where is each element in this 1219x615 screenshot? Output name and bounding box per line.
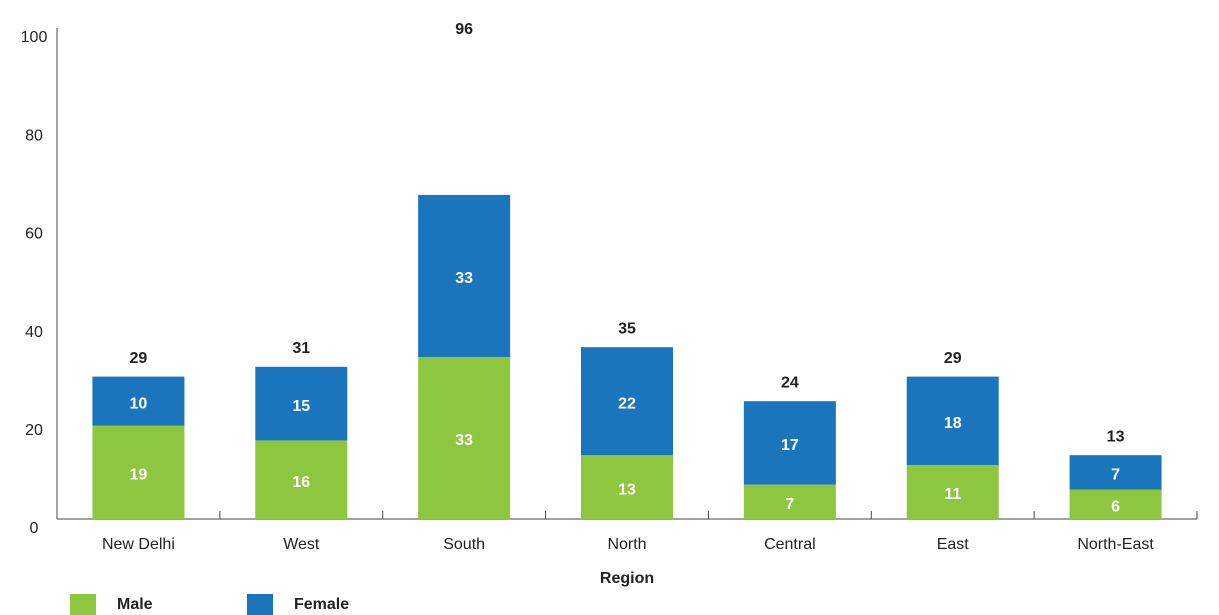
bar-segment [743, 484, 836, 519]
y-tick-label: 100 [21, 29, 48, 46]
y-tick-label: 40 [25, 324, 43, 341]
value-label: 11 [944, 486, 961, 503]
bar-segment [92, 376, 185, 426]
legend-swatch [247, 594, 273, 615]
bar-segment [743, 401, 836, 485]
y-tick-label: 60 [25, 226, 43, 243]
value-label: 6 [1111, 498, 1120, 515]
value-label: 33 [455, 432, 473, 449]
total-label: 31 [292, 340, 310, 357]
value-label: 33 [455, 270, 473, 287]
total-label: 24 [781, 374, 799, 391]
bar-segment [418, 356, 511, 519]
bar-segment [1069, 489, 1162, 519]
total-label: 13 [1107, 428, 1125, 445]
value-label: 22 [618, 395, 636, 412]
legend-label: Female [294, 596, 349, 613]
x-tick-label: South [443, 536, 485, 553]
value-label: 18 [944, 415, 962, 432]
bar-segment [418, 194, 511, 357]
x-tick-label: West [283, 536, 320, 553]
bar-segment [581, 455, 673, 519]
total-label: 35 [618, 320, 636, 337]
value-label: 7 [1111, 467, 1120, 484]
total-label: 96 [455, 21, 473, 38]
value-label: 19 [130, 467, 148, 484]
value-label: 13 [618, 481, 636, 498]
x-tick-label: North [607, 536, 646, 553]
bar-segment [1069, 455, 1162, 490]
x-tick-label: North-East [1077, 536, 1154, 553]
x-tick-label: Central [764, 536, 816, 553]
bar-segment [581, 347, 673, 456]
x-tick-label: East [937, 536, 970, 553]
bar-segment [255, 366, 348, 441]
bar-segment [906, 464, 999, 519]
bar-segment [92, 425, 185, 519]
bar-segment [906, 376, 999, 465]
value-label: 16 [292, 474, 310, 491]
value-label: 17 [781, 437, 799, 454]
x-axis-title: Region [600, 570, 654, 587]
legend-label: Male [117, 596, 153, 613]
legend-swatch [70, 594, 96, 615]
value-label: 7 [785, 496, 794, 513]
y-tick-label: 80 [25, 127, 43, 144]
total-label: 29 [944, 350, 962, 367]
total-label: 29 [130, 350, 148, 367]
value-label: 15 [292, 398, 310, 415]
y-tick-label: 0 [30, 520, 39, 537]
value-label: 10 [130, 395, 148, 412]
y-tick-label: 20 [25, 422, 43, 439]
bar-segment [255, 440, 348, 519]
x-tick-label: New Delhi [102, 536, 175, 553]
